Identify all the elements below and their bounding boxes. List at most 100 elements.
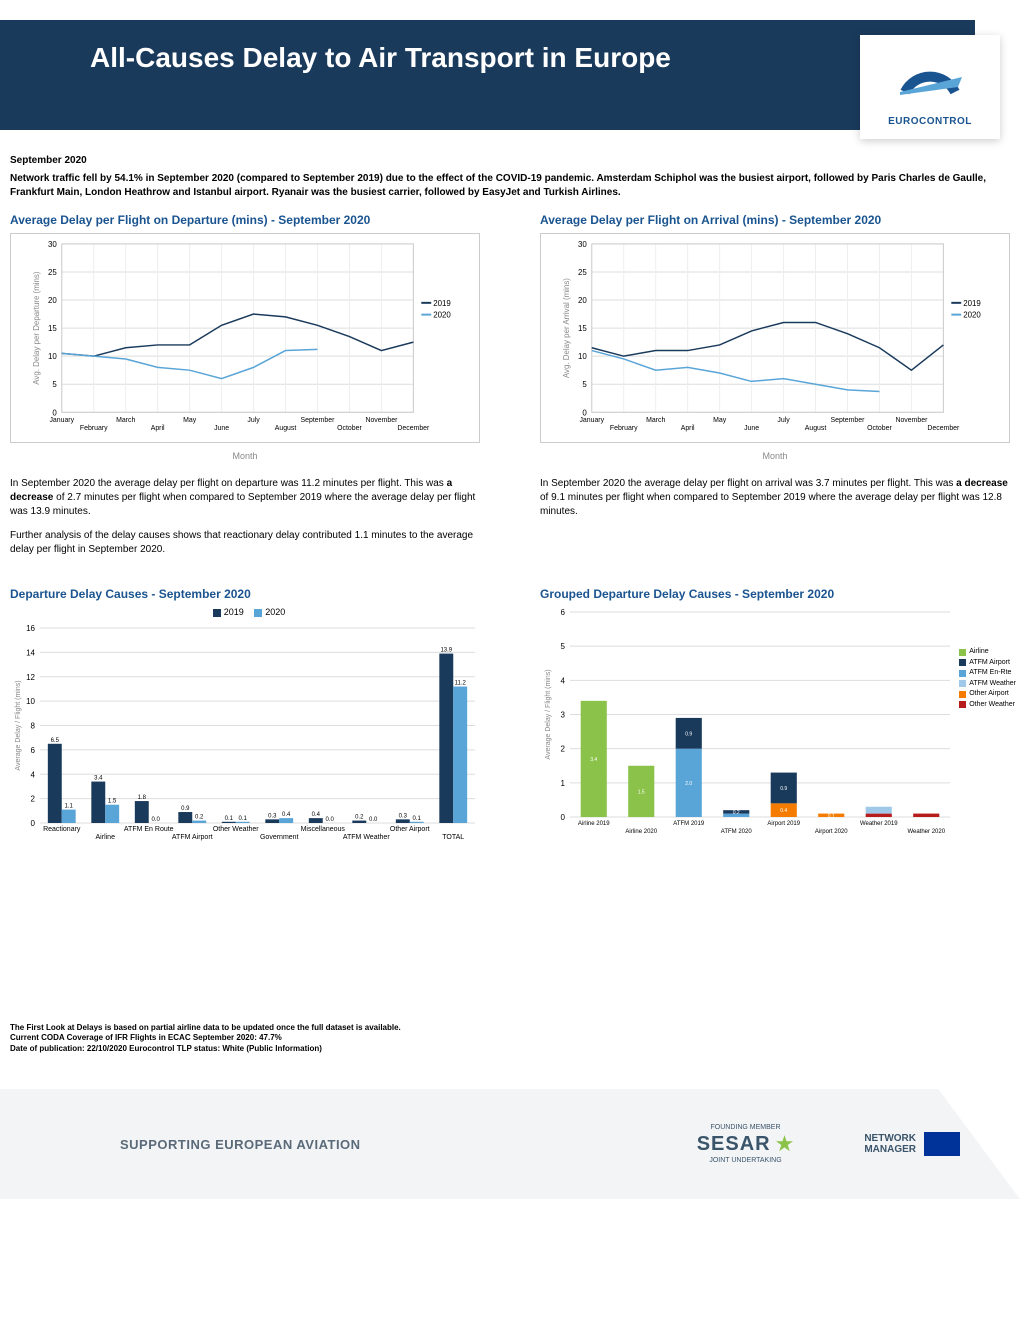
chart3-title: Departure Delay Causes - September 2020: [10, 587, 480, 601]
svg-text:Airline 2019: Airline 2019: [578, 821, 610, 827]
svg-text:Avg. Delay per Arrival (mins): Avg. Delay per Arrival (mins): [562, 278, 571, 378]
svg-text:20: 20: [48, 296, 57, 305]
svg-text:Miscellaneous: Miscellaneous: [301, 826, 346, 833]
chart3-legend: 2019 2020: [10, 607, 480, 617]
svg-text:0.2: 0.2: [733, 810, 740, 816]
chart1-xlabel: Month: [10, 451, 480, 461]
svg-text:0.9: 0.9: [685, 731, 692, 737]
svg-text:10: 10: [26, 697, 35, 706]
svg-text:0.0: 0.0: [152, 817, 161, 823]
svg-text:March: March: [646, 417, 665, 424]
svg-text:May: May: [713, 417, 727, 424]
svg-text:September: September: [301, 417, 336, 424]
svg-text:August: August: [275, 425, 297, 432]
svg-text:Average Delay / Flight (mins): Average Delay / Flight (mins): [15, 680, 22, 770]
sesar-logo: FOUNDING MEMBER SESAR ★ JOINT UNDERTAKIN…: [697, 1124, 795, 1164]
svg-text:0.0: 0.0: [369, 817, 378, 823]
svg-text:November: November: [895, 417, 928, 424]
footnote-3: Date of publication: 22/10/2020 Eurocont…: [10, 1044, 1010, 1054]
svg-text:4: 4: [31, 770, 36, 779]
chart4-title: Grouped Departure Delay Causes - Septemb…: [540, 587, 1010, 601]
svg-text:1: 1: [561, 779, 566, 788]
svg-text:May: May: [183, 417, 197, 424]
svg-text:February: February: [610, 425, 638, 432]
svg-text:6: 6: [31, 746, 36, 755]
charts-row-1: Average Delay per Flight on Departure (m…: [10, 213, 1010, 567]
svg-text:0.0: 0.0: [326, 817, 335, 823]
svg-text:December: December: [927, 425, 960, 432]
svg-text:January: January: [579, 417, 604, 424]
svg-text:0.3: 0.3: [268, 813, 277, 819]
content: September 2020 Network traffic fell by 5…: [0, 130, 1020, 1064]
svg-text:0.9: 0.9: [181, 806, 190, 812]
svg-text:April: April: [151, 425, 165, 432]
chart2-title: Average Delay per Flight on Arrival (min…: [540, 213, 1010, 227]
svg-text:25: 25: [48, 268, 57, 277]
svg-text:October: October: [337, 425, 362, 432]
network-manager-logo: NETWORKMANAGER: [864, 1132, 960, 1156]
svg-text:1.8: 1.8: [138, 795, 147, 801]
svg-text:10: 10: [48, 352, 57, 361]
header-band: All-Causes Delay to Air Transport in Eur…: [0, 20, 975, 130]
chart2-xlabel: Month: [540, 451, 1010, 461]
legend-sq-2020: [254, 609, 262, 617]
svg-text:5: 5: [52, 380, 57, 389]
svg-text:March: March: [116, 417, 135, 424]
chart1-title: Average Delay per Flight on Departure (m…: [10, 213, 480, 227]
svg-text:1.1: 1.1: [65, 804, 74, 810]
star-icon: ★: [775, 1131, 795, 1157]
svg-text:August: August: [805, 425, 827, 432]
svg-text:November: November: [365, 417, 398, 424]
footnote-2: Current CODA Coverage of IFR Flights in …: [10, 1033, 1010, 1043]
charts-row-2: Departure Delay Causes - September 2020 …: [10, 587, 1010, 853]
svg-text:2: 2: [561, 745, 566, 754]
date-label: September 2020: [10, 155, 1010, 166]
col-causes: Departure Delay Causes - September 2020 …: [10, 587, 480, 853]
svg-text:16: 16: [26, 624, 35, 633]
svg-text:3.4: 3.4: [94, 776, 103, 782]
svg-text:Airline 2020: Airline 2020: [625, 829, 657, 835]
chart2: 051015202530JanuaryFebruaryMarchAprilMay…: [540, 233, 1010, 443]
svg-text:ATFM Airport: ATFM Airport: [172, 834, 213, 841]
svg-text:0.1: 0.1: [413, 816, 422, 822]
svg-text:June: June: [214, 425, 229, 432]
svg-text:10: 10: [578, 352, 587, 361]
svg-text:3: 3: [561, 711, 566, 720]
svg-text:0.1: 0.1: [828, 813, 835, 819]
svg-text:5: 5: [582, 380, 587, 389]
svg-text:14: 14: [26, 648, 35, 657]
svg-text:July: July: [777, 417, 790, 424]
svg-text:Government: Government: [260, 834, 299, 841]
eurocontrol-logo: EUROCONTROL: [860, 35, 1000, 139]
chart3: 02468101214166.51.1Reactionary3.41.5Airl…: [10, 623, 480, 853]
footer-notes: The First Look at Delays is based on par…: [10, 1023, 1010, 1054]
svg-text:Airport 2020: Airport 2020: [815, 829, 848, 835]
footer-content: SUPPORTING EUROPEAN AVIATION FOUNDING ME…: [0, 1124, 1020, 1164]
svg-text:5: 5: [561, 642, 566, 651]
eu-flag-icon: [924, 1132, 960, 1156]
svg-text:0.4: 0.4: [780, 808, 787, 814]
svg-text:4: 4: [561, 676, 566, 685]
svg-text:June: June: [744, 425, 759, 432]
col-arrival: Average Delay per Flight on Arrival (min…: [540, 213, 1010, 567]
svg-text:2.0: 2.0: [685, 781, 692, 787]
svg-text:11.2: 11.2: [455, 681, 467, 687]
svg-text:Other Weather: Other Weather: [213, 826, 259, 833]
svg-text:Weather 2020: Weather 2020: [907, 829, 945, 835]
eurocontrol-icon: [890, 47, 970, 107]
svg-text:1.5: 1.5: [108, 799, 117, 805]
svg-text:Airline: Airline: [96, 834, 116, 841]
col-departure: Average Delay per Flight on Departure (m…: [10, 213, 480, 567]
svg-text:2019: 2019: [963, 299, 981, 308]
svg-text:13.9: 13.9: [440, 648, 452, 654]
svg-text:6.5: 6.5: [51, 738, 60, 744]
svg-text:October: October: [867, 425, 892, 432]
chart1: 051015202530JanuaryFebruaryMarchAprilMay…: [10, 233, 480, 443]
svg-text:15: 15: [48, 324, 57, 333]
chart4-legend: AirlineATFM AirportATFM En-RteATFM Weath…: [959, 647, 1016, 710]
svg-text:0: 0: [52, 408, 57, 417]
svg-text:April: April: [681, 425, 695, 432]
legend-sq-2019: [213, 609, 221, 617]
svg-text:Other Airport: Other Airport: [390, 826, 430, 833]
svg-text:September: September: [831, 417, 866, 424]
